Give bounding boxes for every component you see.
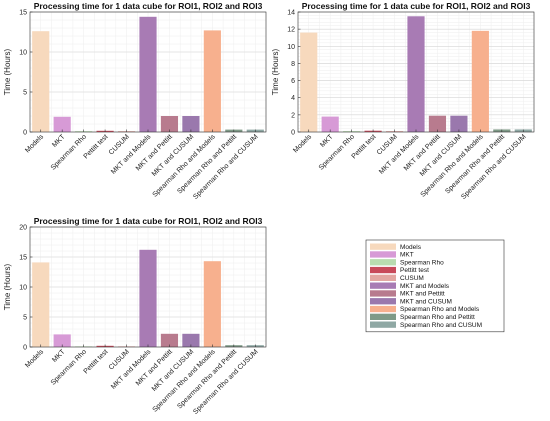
bar-models: [32, 262, 50, 347]
y-tick-label: 12: [287, 27, 295, 34]
y-tick-label: 0: [23, 130, 27, 137]
legend-label: MKT: [400, 252, 414, 259]
bar-mkt: [321, 116, 339, 132]
x-tick-label: MKT and Models: [110, 348, 153, 391]
bar-spearman-rho-and-models: [203, 30, 221, 132]
bar-mkt-and-cusum: [450, 115, 468, 132]
bar-mkt-and-models: [407, 16, 425, 133]
legend-swatch: [370, 251, 396, 258]
y-tick-label: 15: [19, 10, 27, 17]
y-tick-label: 10: [19, 285, 27, 292]
bars: [32, 249, 264, 347]
y-tick-label: 20: [19, 225, 27, 232]
legend-label: MKT and Models: [400, 283, 450, 290]
legend-swatch: [370, 243, 396, 250]
y-axis-label: Time (Hours): [271, 48, 280, 95]
legend-label: Spearman Rho: [400, 259, 444, 266]
legend-swatch: [370, 313, 396, 320]
bar-mkt: [53, 334, 71, 347]
y-tick-label: 10: [287, 44, 295, 51]
x-tick-label: MKT and Models: [110, 133, 153, 176]
legend-label: Spearman Rho and Models: [400, 306, 480, 313]
legend-swatch: [370, 321, 396, 328]
bar-models: [32, 31, 50, 133]
y-tick-label: 10: [19, 50, 27, 57]
legend-swatch: [370, 259, 396, 266]
bar-mkt-and-cusum: [182, 333, 200, 347]
bar-mkt-and-pettitt: [160, 116, 179, 132]
x-tick-label: Models: [24, 348, 45, 369]
bar-mkt-and-pettitt: [428, 115, 447, 132]
x-tick-label: MKT: [319, 133, 335, 149]
bar-mkt-and-pettitt: [160, 333, 179, 347]
x-tick-label: MKT: [51, 348, 67, 364]
bar-spearman-rho-and-models: [471, 30, 489, 132]
bar-mkt-and-models: [139, 16, 157, 132]
y-tick-label: 5: [23, 90, 27, 97]
chart-title: Processing time for 1 data cube for ROI1…: [302, 1, 531, 11]
y-tick-label: 8: [291, 61, 295, 68]
legend-swatch: [370, 290, 396, 297]
legend-label: MKT and Pettitt: [400, 291, 445, 298]
legend-label: CUSUM: [400, 275, 424, 282]
y-tick-label: 2: [291, 112, 295, 119]
x-tick-label: MKT: [51, 133, 67, 149]
legend-swatch: [370, 266, 396, 274]
bar-mkt-and-models: [139, 249, 157, 347]
y-tick-label: 5: [23, 315, 27, 322]
y-tick-label: 0: [23, 345, 27, 352]
chart-title: Processing time for 1 data cube for ROI1…: [34, 1, 263, 11]
legend-label: Spearman Rho and Pettitt: [400, 314, 475, 321]
bars: [32, 16, 264, 133]
legend-swatch: [370, 282, 396, 289]
x-tick-label: Models: [292, 133, 313, 154]
y-axis-label: Time (Hours): [3, 263, 12, 310]
y-tick-label: 14: [287, 10, 295, 17]
legend-label: Pettitt test: [400, 267, 429, 274]
y-tick-label: 0: [291, 130, 295, 137]
legend-label: Models: [400, 244, 422, 251]
bar-spearman-rho-and-models: [203, 261, 221, 347]
bar-mkt-and-cusum: [182, 116, 200, 132]
x-tick-label: Models: [24, 133, 45, 154]
y-axis-label: Time (Hours): [3, 48, 12, 95]
legend-swatch: [370, 305, 396, 313]
x-tick-label: MKT and Models: [378, 133, 421, 176]
y-tick-label: 6: [291, 78, 295, 85]
chart-title: Processing time for 1 data cube for ROI1…: [34, 216, 263, 226]
bar-models: [300, 32, 318, 133]
bar-mkt: [53, 116, 71, 132]
legend-swatch: [370, 298, 396, 305]
y-tick-label: 15: [19, 255, 27, 262]
legend-label: MKT and CUSUM: [400, 298, 452, 305]
legend-label: Spearman Rho and CUSUM: [400, 322, 482, 329]
legend-swatch: [370, 274, 396, 281]
y-tick-label: 4: [291, 95, 295, 102]
